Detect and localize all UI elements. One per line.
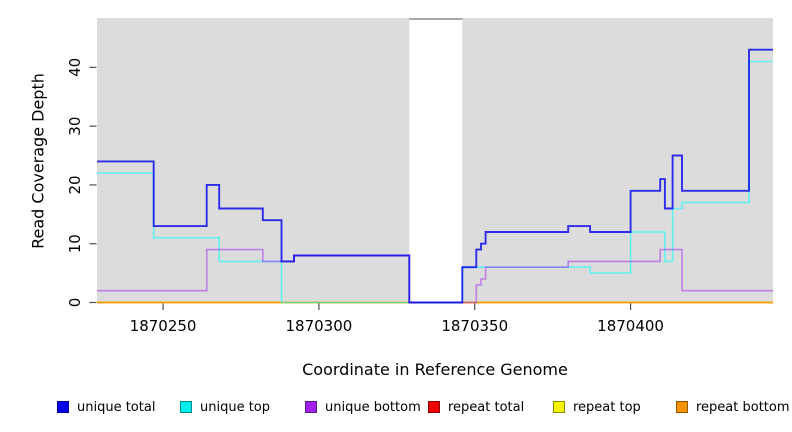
chart-canvas: 1870250 1870300 1870350 1870400 0 10 20 30 40 <box>66 18 773 335</box>
legend-label: unique bottom <box>325 399 421 415</box>
legend-label: repeat bottom <box>696 399 790 415</box>
y-tick-label: 10 <box>66 234 84 253</box>
x-axis-title: Coordinate in Reference Genome <box>302 360 568 379</box>
legend-item-repeat-total: repeat total <box>428 396 524 418</box>
legend-item-unique-total: unique total <box>57 396 155 418</box>
series-unique-bottom-line <box>97 248 773 304</box>
x-tick-label: 1870300 <box>285 317 352 335</box>
x-tick-label: 1870350 <box>441 317 508 335</box>
unique-bottom-swatch-icon <box>305 401 317 413</box>
repeat-total-swatch-icon <box>428 401 440 413</box>
series-unique-total-line <box>97 48 773 304</box>
unique-top-swatch-icon <box>180 401 192 413</box>
legend-label: repeat total <box>448 399 525 415</box>
y-tick-label: 30 <box>66 117 84 136</box>
x-tick-label: 1870250 <box>130 317 197 335</box>
legend-label: repeat top <box>573 399 641 415</box>
legend-item-repeat-top: repeat top <box>553 396 641 418</box>
legend-item-unique-bottom: unique bottom <box>305 396 421 418</box>
coverage-gap-region <box>409 18 463 303</box>
x-tick-label: 1870400 <box>597 317 664 335</box>
legend-label: unique total <box>77 399 156 415</box>
repeat-bottom-swatch-icon <box>676 401 688 413</box>
y-tick-label: 0 <box>66 298 84 308</box>
y-tick-label: 40 <box>66 58 84 77</box>
legend: unique total unique top unique bottom re… <box>0 396 792 422</box>
legend-label: unique top <box>200 399 271 415</box>
legend-item-repeat-bottom: repeat bottom <box>676 396 790 418</box>
unique-total-swatch-icon <box>57 401 69 413</box>
y-axis-title: Read Coverage Depth <box>28 73 48 249</box>
y-tick-label: 20 <box>66 175 84 194</box>
repeat-top-swatch-icon <box>553 401 565 413</box>
legend-item-unique-top: unique top <box>180 396 270 418</box>
